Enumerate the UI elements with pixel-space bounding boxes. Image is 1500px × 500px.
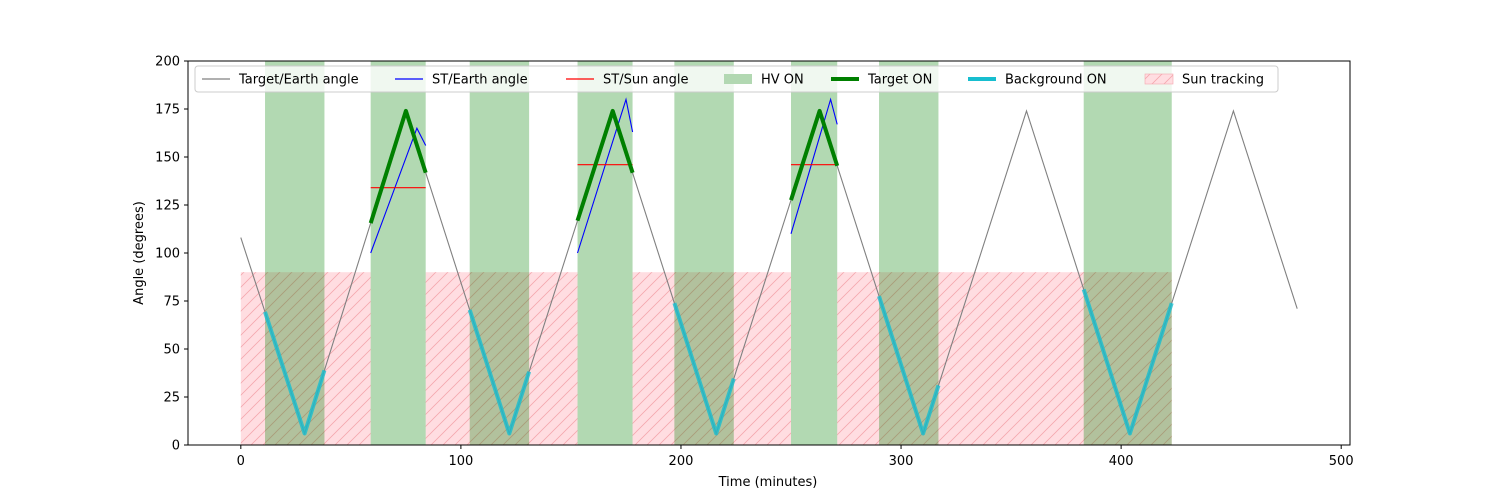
legend-item: ST/Sun angle [566, 73, 689, 88]
sun-tracking-hatch [837, 272, 1172, 445]
x-tick-label: 200 [669, 454, 694, 469]
hv-on-span [577, 61, 633, 445]
y-tick-label: 125 [155, 199, 180, 214]
y-tick-label: 0 [172, 439, 180, 454]
y-tick-label: 75 [163, 295, 180, 310]
y-axis-label: Angle (degrees) [132, 201, 147, 305]
x-tick-label: 500 [1329, 454, 1354, 469]
sun-tracking-hatch [240, 272, 371, 445]
y-tick-label: 50 [163, 343, 180, 358]
hv-on-span [370, 61, 426, 445]
background-on-line [877, 295, 941, 436]
legend-item: Target/Earth angle [202, 73, 359, 88]
x-tick-label: 100 [448, 454, 473, 469]
y-tick-label: 100 [155, 247, 180, 262]
st-earth-line [576, 97, 634, 254]
y-tick-label: 150 [155, 151, 180, 166]
legend-item: ST/Earth angle [395, 73, 528, 88]
hv-on-span [879, 61, 939, 445]
x-tick-label: 300 [889, 454, 914, 469]
hv-on-span [265, 61, 325, 445]
legend-label: Target/Earth angle [238, 73, 359, 88]
legend-item: Target ON [831, 73, 932, 88]
legend-label: ST/Earth angle [432, 73, 528, 88]
legend-label: HV ON [761, 73, 804, 88]
legend-item: Background ON [968, 73, 1107, 88]
st-earth-line [370, 126, 427, 254]
legend-label: Target ON [867, 73, 932, 88]
background-on-line [263, 311, 327, 436]
legend-item: HV ON [724, 73, 804, 88]
y-tick-label: 175 [155, 103, 180, 118]
legend-item: Sun tracking [1144, 73, 1264, 88]
target-on-line [789, 108, 840, 201]
legend: Target/Earth angle ST/Earth angle ST/Sun a… [194, 65, 1279, 93]
st-earth-line [790, 97, 838, 234]
x-tick-label: 400 [1109, 454, 1134, 469]
x-axis-label: Time (minutes) [718, 475, 818, 490]
y-tick-label: 200 [155, 55, 180, 70]
legend-swatch-hatch [1145, 74, 1173, 84]
background-on-line [1081, 288, 1174, 436]
plot-content [240, 61, 1298, 445]
axes: 0 100 200 300 400 500 0 25 50 75 100 125 150 175 200 [155, 55, 1353, 470]
hv-on-span [1083, 61, 1172, 445]
legend-label: ST/Sun angle [603, 73, 689, 88]
plot-area [240, 61, 1298, 445]
background-on-line [467, 309, 532, 436]
hv-on-span [469, 61, 530, 445]
hv-on-span [674, 61, 734, 445]
legend-label: Background ON [1005, 73, 1107, 88]
background-on-line [672, 302, 736, 436]
y-tick-label: 25 [163, 391, 180, 406]
x-tick-label: 0 [237, 454, 245, 469]
legend-swatch-patch [724, 74, 752, 84]
legend-label: Sun tracking [1182, 73, 1264, 88]
target-on-line [368, 108, 428, 224]
target-on-line [575, 108, 635, 222]
hv-on-span [791, 61, 838, 445]
